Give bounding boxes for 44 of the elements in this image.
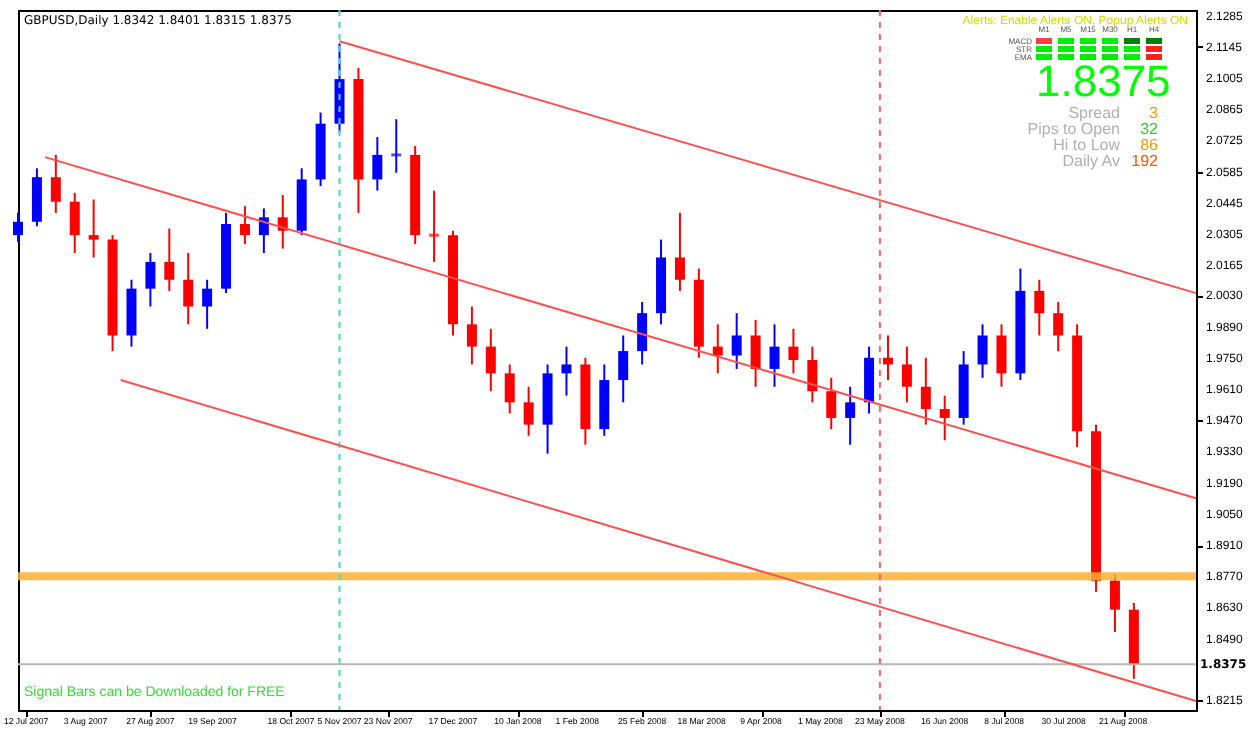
candlestick <box>31 167 42 228</box>
candlestick <box>88 198 99 259</box>
candlestick <box>712 323 723 375</box>
candlestick <box>920 356 931 426</box>
candlestick <box>882 334 893 382</box>
candlestick <box>202 278 213 330</box>
candlestick <box>977 323 988 379</box>
candlestick <box>674 211 685 292</box>
candlestick <box>145 251 156 308</box>
annotation: Daily Av 192 <box>1062 152 1158 170</box>
candlestick <box>1053 301 1064 353</box>
candlestick <box>826 376 837 431</box>
candlestick <box>637 301 648 366</box>
candlestick <box>864 345 875 415</box>
candlestick <box>69 191 80 254</box>
candlestick <box>504 363 515 415</box>
candlestick <box>523 385 534 437</box>
candlestick <box>391 118 402 174</box>
candlestick <box>845 385 856 446</box>
candlestick <box>769 323 780 388</box>
candlestick <box>13 211 23 243</box>
candlestick <box>731 312 742 370</box>
candlestick <box>750 318 761 388</box>
candlestick <box>618 334 629 404</box>
candlestick <box>372 136 383 192</box>
candlestick <box>1034 278 1045 337</box>
candlestick <box>807 345 818 404</box>
candlestick <box>50 153 61 214</box>
text: Spread 3 <box>1068 104 1158 122</box>
candlestick <box>485 327 496 393</box>
candlestick <box>466 305 477 366</box>
candlestick <box>183 251 194 326</box>
candlestick <box>561 345 572 397</box>
candlestick <box>788 327 799 375</box>
candlestick <box>239 205 250 246</box>
text: Hi to Low 86 <box>1053 136 1158 154</box>
candlestick <box>429 189 440 263</box>
candlestick <box>901 345 912 404</box>
candlestick <box>996 323 1007 388</box>
candlestick <box>164 227 175 292</box>
text: Pips to Open 32 <box>1027 120 1158 138</box>
annotation: 1.8375 <box>1036 56 1171 106</box>
candlestick <box>939 394 950 442</box>
candlestick <box>126 278 137 348</box>
